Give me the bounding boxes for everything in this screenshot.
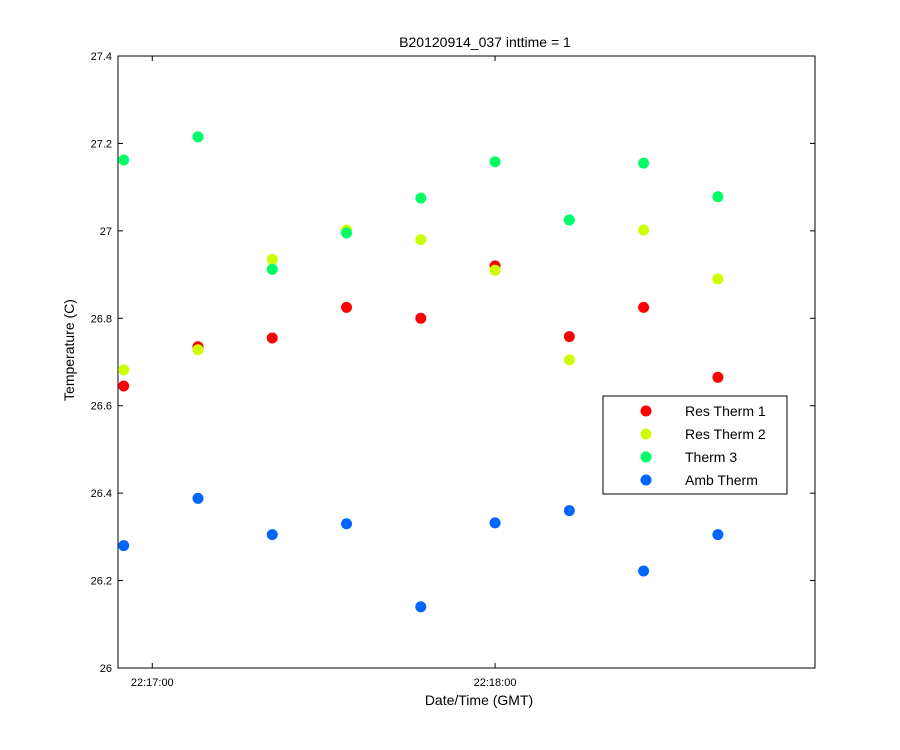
point-res-therm-1 <box>712 371 724 383</box>
legend-marker-amb-therm <box>640 474 652 486</box>
point-amb-therm <box>712 529 724 541</box>
point-res-therm-1 <box>118 380 130 392</box>
point-therm-3 <box>341 227 353 239</box>
legend: Res Therm 1 Res Therm 2 Therm 3 Amb Therm <box>602 395 788 495</box>
point-res-therm-2 <box>415 234 427 246</box>
point-therm-3 <box>563 214 575 226</box>
x-tick-label: 22:17:00 <box>131 677 174 689</box>
point-amb-therm <box>118 540 130 552</box>
y-tick-label: 26.4 <box>91 488 112 500</box>
point-amb-therm <box>341 518 353 530</box>
y-tick-label: 27.4 <box>91 51 112 63</box>
point-res-therm-1 <box>266 332 278 344</box>
legend-marker-therm-3 <box>640 451 652 463</box>
point-amb-therm <box>415 601 427 613</box>
data-points <box>118 131 724 613</box>
y-tick-label: 26 <box>100 663 112 675</box>
y-tick-label: 27.2 <box>91 138 112 150</box>
point-amb-therm <box>266 529 278 541</box>
legend-marker-res-therm-1 <box>640 405 652 417</box>
legend-label-res-therm-2: Res Therm 2 <box>685 426 766 442</box>
point-therm-3 <box>192 131 204 143</box>
point-therm-3 <box>638 157 650 169</box>
y-axis-label: Temperature (C) <box>61 299 77 401</box>
point-therm-3 <box>266 263 278 275</box>
x-axis: 22:17:00 22:18:00 <box>131 56 517 689</box>
point-res-therm-1 <box>563 331 575 343</box>
point-therm-3 <box>415 192 427 204</box>
x-axis-label: Date/Time (GMT) <box>425 692 533 708</box>
point-res-therm-2 <box>638 224 650 236</box>
point-res-therm-2 <box>266 253 278 265</box>
y-tick-label: 27 <box>100 226 112 238</box>
legend-label-amb-therm: Amb Therm <box>685 472 758 488</box>
legend-label-therm-3: Therm 3 <box>685 449 737 465</box>
point-res-therm-1 <box>415 312 427 324</box>
point-amb-therm <box>563 505 575 517</box>
point-res-therm-2 <box>712 273 724 285</box>
point-res-therm-2 <box>118 364 130 376</box>
x-tick-label: 22:18:00 <box>474 677 517 689</box>
point-res-therm-2 <box>563 354 575 366</box>
point-therm-3 <box>489 156 501 168</box>
legend-box <box>602 395 788 495</box>
point-therm-3 <box>712 191 724 203</box>
point-res-therm-2 <box>192 344 204 356</box>
y-axis: 26 26.2 26.4 26.6 26.8 27 27.2 27.4 <box>91 51 815 675</box>
point-res-therm-2 <box>489 264 501 276</box>
chart-title: B20120914_037 inttime = 1 <box>399 34 571 50</box>
legend-label-res-therm-1: Res Therm 1 <box>685 403 766 419</box>
legend-marker-res-therm-2 <box>640 428 652 440</box>
point-amb-therm <box>489 517 501 529</box>
y-tick-label: 26.2 <box>91 576 112 588</box>
plot-area <box>117 55 816 669</box>
point-amb-therm <box>192 492 204 504</box>
y-tick-label: 26.6 <box>91 401 112 413</box>
point-res-therm-1 <box>638 301 650 313</box>
point-res-therm-1 <box>341 301 353 313</box>
point-therm-3 <box>118 154 130 166</box>
y-tick-label: 26.8 <box>91 313 112 325</box>
point-amb-therm <box>638 565 650 577</box>
